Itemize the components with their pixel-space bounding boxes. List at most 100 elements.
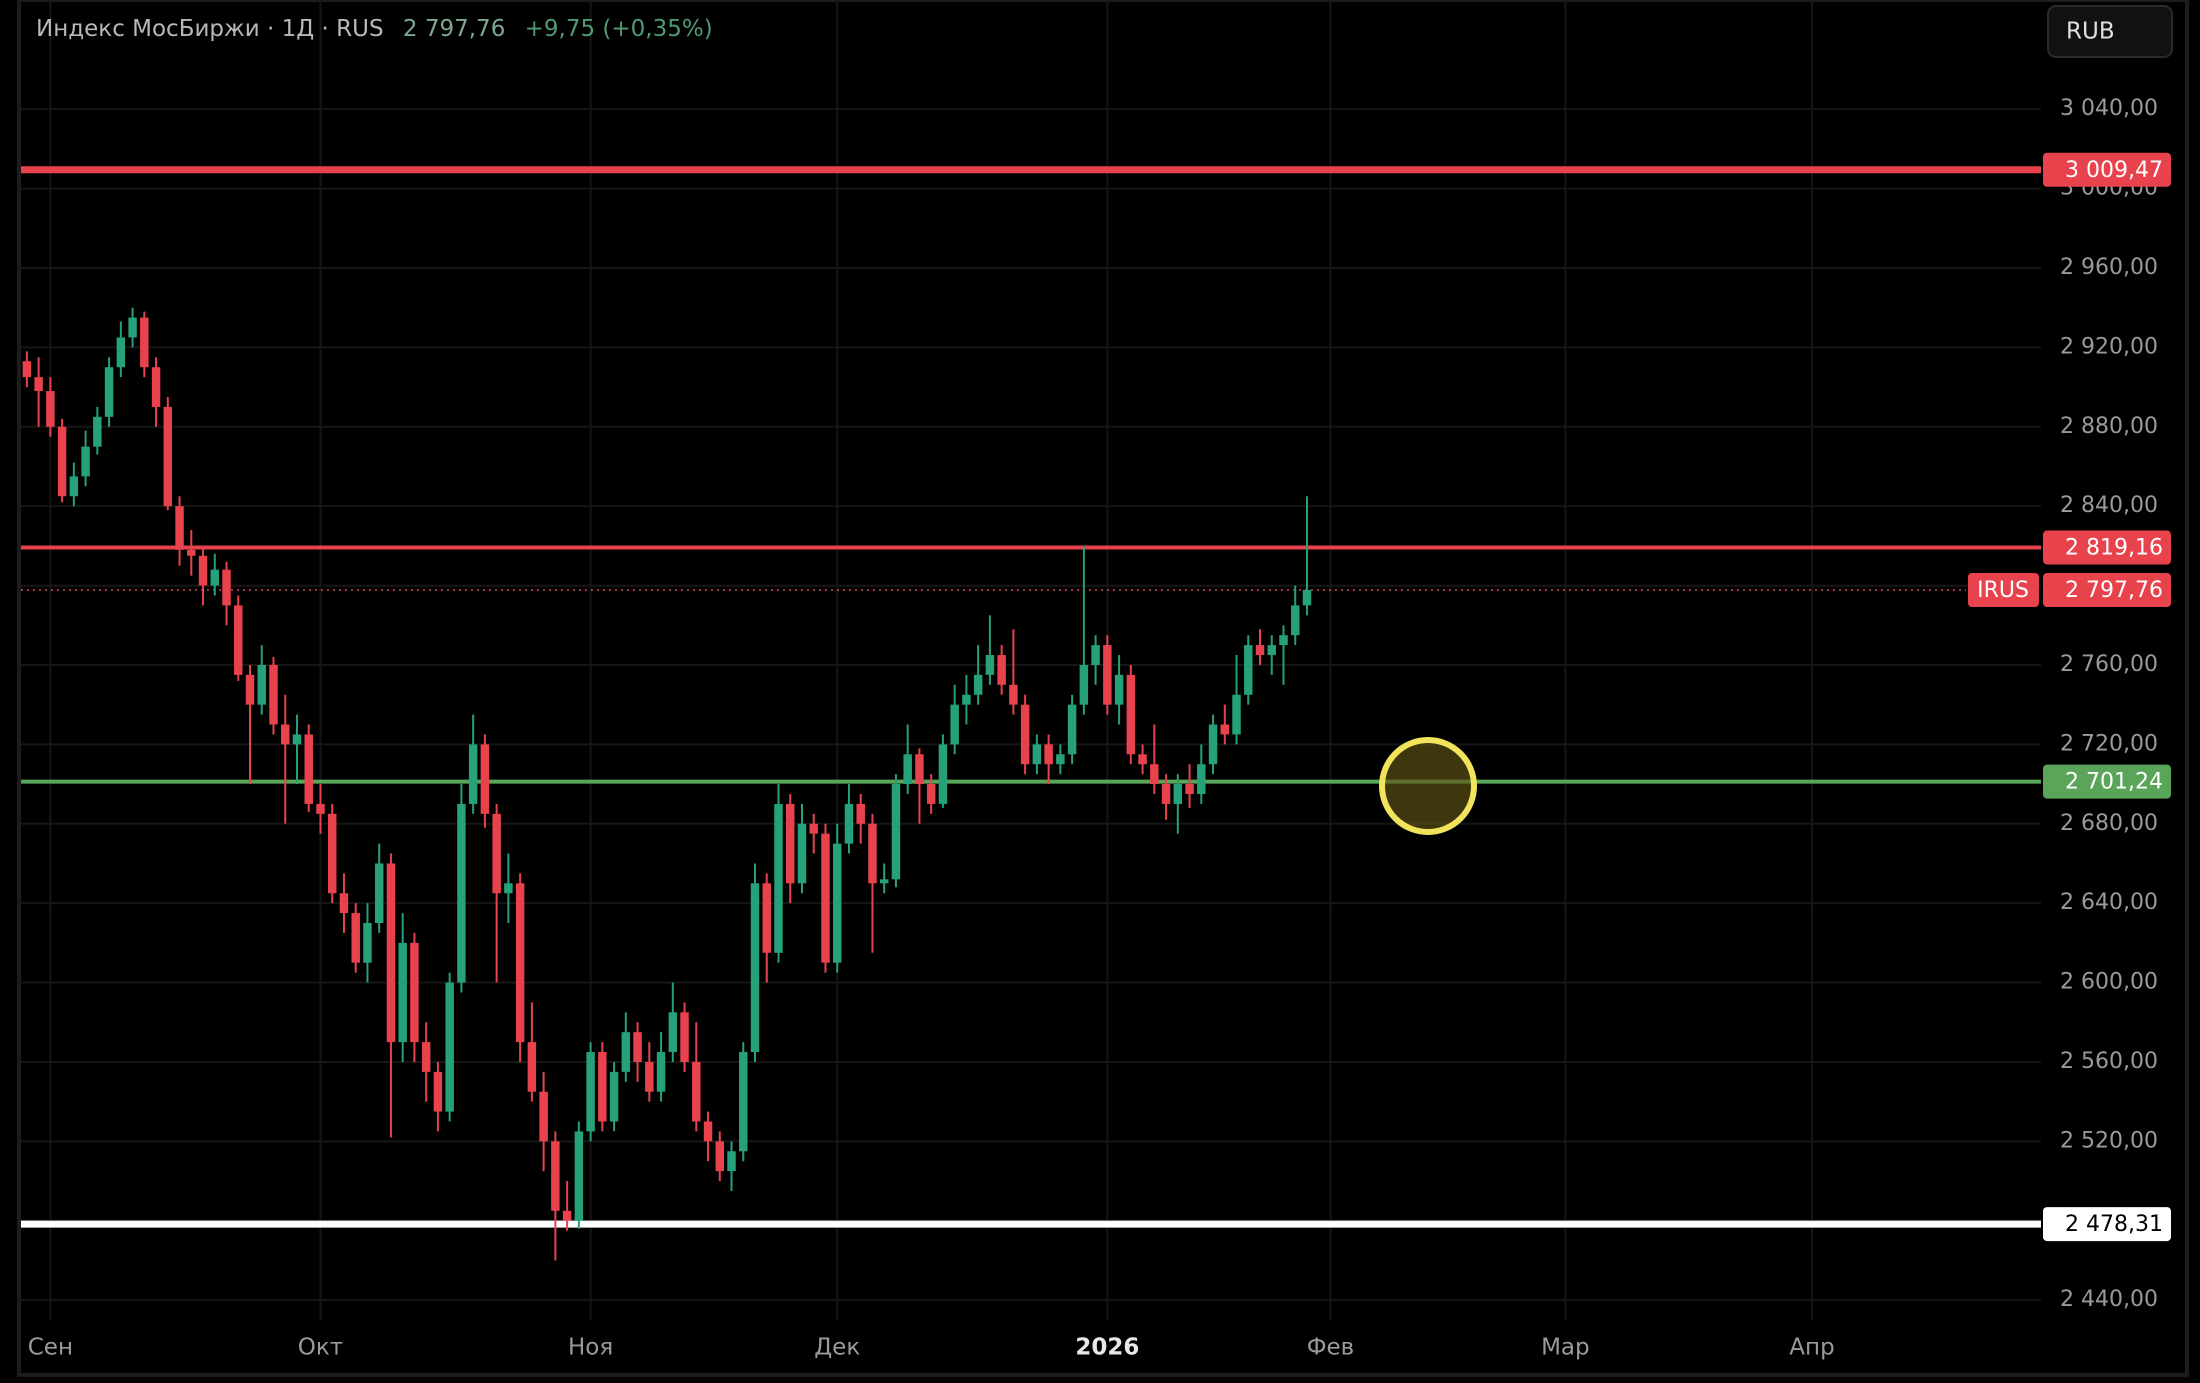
candle-body [410, 942, 419, 1043]
candle-body [187, 549, 196, 556]
x-tick-label: Мар [1541, 1335, 1590, 1361]
candle-body [668, 1012, 678, 1053]
ticker-tag [1968, 573, 2039, 608]
x-tick-label: Ноя [568, 1335, 613, 1361]
candle-body [868, 823, 877, 884]
candle-body [680, 1012, 689, 1062]
candle-body [69, 476, 79, 497]
y-tick-label: 2 680,00 [2060, 811, 2158, 836]
candle-body [81, 446, 90, 477]
candle-body [797, 823, 807, 884]
candle-body [844, 803, 854, 844]
candle-body [374, 863, 384, 924]
y-tick-label: 2 560,00 [2060, 1049, 2158, 1074]
level-tag [2043, 1207, 2171, 1242]
candle-body [304, 734, 313, 804]
candle-body [926, 784, 936, 804]
frame [17, 0, 2189, 1377]
candle-body [985, 655, 995, 675]
y-tick-label: 2 440,00 [2060, 1287, 2158, 1312]
candle-body [1208, 724, 1218, 765]
candle-body [609, 1071, 619, 1122]
x-tick-label: Окт [298, 1335, 343, 1361]
candle-body [116, 337, 126, 368]
level-label: 3 009,47 [2065, 158, 2163, 183]
candle-body [562, 1210, 572, 1221]
candle-body [1255, 645, 1265, 656]
candle-body [1267, 645, 1276, 656]
candle-body [316, 803, 325, 814]
candle-body [104, 367, 114, 417]
last-price: 2 797,76 [402, 16, 506, 42]
y-tick-label: 2 840,00 [2060, 493, 2158, 518]
x-tick-label: Фев [1307, 1335, 1355, 1361]
highlight-marker [1379, 737, 1477, 835]
y-tick-label: 2 720,00 [2060, 731, 2158, 756]
y-tick-label: 2 600,00 [2060, 970, 2158, 995]
candle-body [1032, 744, 1042, 765]
candle-body [339, 893, 349, 914]
currency-label[interactable]: RUB [2066, 19, 2115, 45]
candle-body [151, 367, 161, 407]
candle-body [1009, 684, 1018, 705]
candle-body [1279, 635, 1288, 646]
candle-body [492, 813, 501, 894]
x-tick-label: Сен [28, 1335, 73, 1361]
candle-body [621, 1032, 631, 1072]
candle-body [1138, 754, 1147, 765]
candle-body [832, 843, 842, 963]
candle-body [1161, 784, 1171, 804]
candle-body [692, 1061, 701, 1122]
currency-button[interactable] [2047, 5, 2173, 58]
candle-body [856, 803, 865, 824]
candle-body [1185, 784, 1194, 794]
candle-body [257, 664, 266, 705]
candle-body [1044, 744, 1053, 765]
candle-body [821, 833, 830, 963]
ticker-label: IRUS [1977, 578, 2029, 603]
candle-body [351, 913, 360, 963]
candle-body [1067, 704, 1077, 755]
candle-body [34, 377, 43, 392]
candle-body [739, 1052, 748, 1152]
candle-body [1056, 754, 1065, 765]
candle-body [515, 883, 525, 1043]
level-label: 2 701,24 [2065, 770, 2163, 795]
y-tick-label: 2 760,00 [2060, 652, 2158, 677]
level-tag [2043, 764, 2171, 799]
candle-body [891, 784, 901, 880]
candle-body [1091, 645, 1100, 665]
level-tag [2043, 530, 2171, 565]
candle-body [551, 1141, 560, 1211]
y-tick-label: 2 920,00 [2060, 334, 2158, 359]
candle-body [586, 1052, 595, 1132]
price-change: +9,75 (+0,35%) [524, 16, 713, 42]
axis: 2 440,002 480,002 520,002 560,002 600,00… [28, 96, 2171, 1361]
candle-body [210, 569, 220, 586]
candle-body [1291, 605, 1300, 636]
candle-body [762, 883, 771, 953]
candles [22, 307, 1312, 1261]
candle-body [327, 813, 337, 894]
y-tick-label: 3 040,00 [2060, 96, 2158, 121]
candle-body [879, 879, 889, 884]
candle-body [57, 426, 67, 497]
candle-body [962, 694, 971, 705]
y-tick-label: 2 880,00 [2060, 414, 2158, 439]
candle-body [234, 605, 243, 675]
candle-body [1173, 784, 1183, 804]
candle-body [363, 923, 372, 963]
x-tick-label: Дек [814, 1335, 860, 1361]
candle-body [574, 1131, 584, 1221]
candle-body [1302, 590, 1312, 606]
x-tick-label: 2026 [1075, 1335, 1139, 1361]
candle-body [292, 734, 302, 745]
candle-body [386, 863, 396, 1043]
candle-body [703, 1121, 713, 1142]
candle-body [633, 1032, 642, 1062]
last-price-label: 2 797,76 [2065, 578, 2163, 603]
candle-body [468, 744, 478, 804]
candle-body [1079, 664, 1089, 705]
